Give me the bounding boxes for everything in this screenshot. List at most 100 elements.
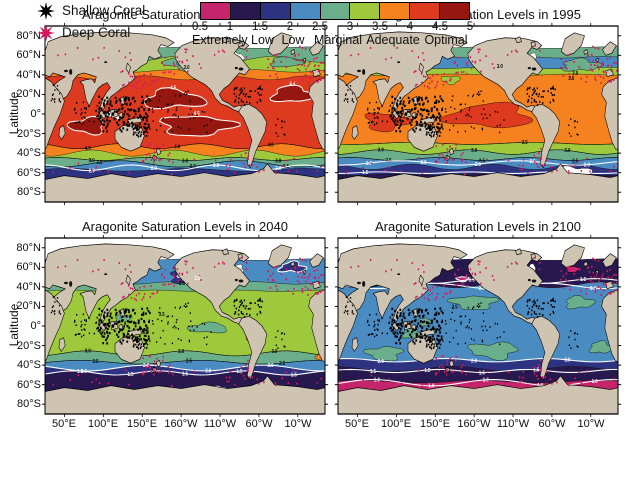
svg-text:4.5: 4.5 (170, 85, 176, 92)
svg-text:1.5: 1.5 (533, 367, 539, 374)
y-tick-label: 60°N (16, 261, 41, 273)
svg-text:1.5: 1.5 (479, 370, 485, 377)
shallow-coral-label: Shallow Coral (62, 3, 146, 18)
colorbar-segment-1 (229, 3, 260, 19)
svg-text:4.0: 4.0 (174, 144, 180, 151)
svg-text:3.0: 3.0 (143, 329, 149, 336)
y-tick-label: 40°S (17, 359, 41, 371)
svg-text:1.5: 1.5 (580, 277, 586, 284)
svg-text:2.5: 2.5 (93, 358, 99, 365)
svg-text:2.0: 2.0 (151, 165, 157, 172)
colorbar-tick-label: 4.5 (432, 21, 448, 33)
svg-text:2.0: 2.0 (479, 286, 485, 293)
colorbar-segment-7 (409, 3, 440, 19)
svg-text:1.0: 1.0 (592, 378, 598, 385)
svg-text:1.5: 1.5 (77, 369, 83, 376)
svg-text:3.5: 3.5 (522, 140, 528, 147)
svg-text:2.0: 2.0 (475, 161, 481, 168)
colorbar-segment-2 (259, 3, 290, 19)
colorbar-tick-label: 1 (226, 21, 234, 33)
svg-text:2.0: 2.0 (378, 359, 384, 366)
y-tick-label: 20°S (17, 340, 41, 352)
y-tick-label: 40°N (16, 69, 41, 81)
svg-text:1.5: 1.5 (424, 367, 430, 374)
svg-text:4.0: 4.0 (85, 145, 91, 152)
svg-text:2.0: 2.0 (275, 166, 281, 173)
y-tick-label: 40°S (17, 147, 41, 159)
svg-text:3.0: 3.0 (471, 147, 477, 154)
x-tick-label: 50°E (345, 418, 369, 430)
svg-text:3.0: 3.0 (184, 65, 190, 72)
svg-text:2.5: 2.5 (279, 360, 285, 367)
x-tick-label: 50°E (52, 418, 76, 430)
svg-text:2.0: 2.0 (366, 160, 372, 167)
x-tick-label: 160°W (457, 418, 491, 430)
y-tick-label: 80°N (16, 242, 41, 254)
svg-text:3.0: 3.0 (572, 70, 578, 77)
colorbar-segment-4 (319, 3, 350, 19)
svg-text:3.0: 3.0 (85, 348, 91, 355)
x-tick-label: 160°W (164, 418, 198, 430)
svg-text:1.5: 1.5 (362, 170, 368, 177)
svg-text:4.0: 4.0 (268, 142, 274, 149)
svg-text:2.0: 2.0 (584, 162, 590, 169)
svg-text:2.0: 2.0 (143, 363, 149, 370)
map-panel-2040: 1.53.03.03.02.52.52.52.02.02.02.01.51.51… (41, 234, 329, 418)
colorbar-segment-3 (289, 3, 320, 19)
colorbar-tick-label: 2 (286, 21, 294, 33)
y-tick-label: 20°N (16, 88, 41, 100)
x-tick-label: 150°E (126, 418, 158, 430)
colorbar-tick-label: 3.5 (372, 21, 388, 33)
y-tick-label: 80°N (16, 30, 41, 42)
svg-text:1.5: 1.5 (182, 371, 188, 378)
x-tick-label: 60°W (538, 418, 566, 430)
svg-text:1.0: 1.0 (428, 383, 434, 390)
y-tick-label: 20°S (17, 128, 41, 140)
y-tick-label: 0° (30, 108, 41, 120)
y-tick-label: 60°N (16, 49, 41, 61)
colorbar-category-label: Optimal (424, 33, 468, 47)
svg-text:1.0: 1.0 (374, 377, 380, 384)
svg-text:3.0: 3.0 (497, 64, 503, 71)
svg-text:2.5: 2.5 (452, 304, 458, 311)
x-tick-label: 10°W (284, 418, 312, 430)
colorbar-tick-label: 5 (466, 21, 474, 33)
deep-coral-marker-icon (37, 24, 55, 42)
svg-text:1.5: 1.5 (128, 371, 134, 378)
svg-text:2.0: 2.0 (194, 276, 200, 283)
colorbar-tick-label: 1.5 (252, 21, 268, 33)
svg-text:3.0: 3.0 (178, 348, 184, 355)
legend: Shallow Coral Deep Coral 0.5 1 1.5 2 2.5 3 3.5… (0, 0, 633, 48)
panel-title-2100: Aragonite Saturation Levels in 2100 (375, 219, 581, 234)
colorbar-segment-6 (379, 3, 410, 19)
svg-text:2.5: 2.5 (190, 164, 196, 171)
svg-text:3.0: 3.0 (564, 148, 570, 155)
svg-text:3.5: 3.5 (568, 75, 574, 82)
shallow-coral-marker-icon (37, 2, 55, 20)
y-tick-label: 80°S (17, 186, 41, 198)
svg-text:2.0: 2.0 (213, 162, 219, 169)
svg-text:4.5: 4.5 (194, 111, 200, 118)
svg-text:2.0: 2.0 (590, 286, 596, 293)
svg-text:3.0: 3.0 (89, 158, 95, 165)
colorbar-tick-label: 3 (346, 21, 354, 33)
y-tick-label: 60°S (17, 167, 41, 179)
map-panel-1995: 2.03.53.53.03.03.02.52.52.52.02.02.02.02… (334, 22, 622, 206)
x-tick-label: 150°E (419, 418, 451, 430)
y-tick-label: 0° (30, 320, 41, 332)
x-tick-label: 10°W (577, 418, 605, 430)
x-tick-label: 110°W (496, 418, 530, 430)
colorbar (200, 2, 470, 20)
svg-text:1.5: 1.5 (236, 368, 242, 375)
svg-text:2.5: 2.5 (96, 160, 102, 167)
svg-text:2.0: 2.0 (205, 368, 211, 375)
svg-text:3.0: 3.0 (182, 158, 188, 165)
svg-text:2.0: 2.0 (471, 358, 477, 365)
svg-text:2.0: 2.0 (89, 168, 95, 175)
colorbar-category-label: Marginal (314, 33, 362, 47)
svg-text:2.0: 2.0 (421, 160, 427, 167)
colorbar-segment-0 (201, 3, 230, 19)
svg-text:3.0: 3.0 (275, 158, 281, 165)
map-panel-2100: 1.51.52.02.02.02.02.01.51.51.51.51.01.01… (334, 234, 622, 418)
